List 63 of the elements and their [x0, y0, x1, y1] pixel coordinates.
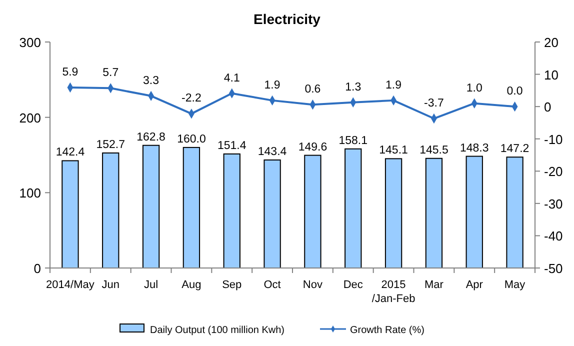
y2-tick-label: 0 — [544, 100, 552, 115]
data-label: 0.6 — [304, 84, 321, 96]
data-label: 4.1 — [224, 72, 240, 84]
legend-label: Daily Output (100 million Kwh) — [150, 325, 284, 336]
data-label: 145.1 — [379, 144, 408, 157]
data-label: 3.3 — [143, 74, 160, 87]
y-tick-label: 300 — [19, 35, 41, 50]
data-label: 143.4 — [258, 146, 288, 158]
data-label: 0.0 — [506, 86, 523, 98]
x-tick-label: Dec — [343, 279, 364, 291]
data-label: 5.9 — [62, 66, 78, 79]
x-tick-label: Mar — [424, 279, 444, 291]
bar — [344, 148, 362, 268]
x-tick-label: Aug — [182, 279, 202, 291]
y2-tick-label: -10 — [544, 132, 563, 147]
bar — [425, 158, 443, 268]
bar — [182, 146, 200, 268]
x-tick-label: Jun — [102, 279, 120, 291]
bar — [223, 153, 240, 268]
data-label: 149.6 — [298, 141, 328, 154]
data-label: 148.3 — [460, 142, 489, 154]
x-tick-label: Apr — [466, 279, 484, 291]
y2-tick-label: -30 — [544, 196, 563, 212]
data-label: 1.3 — [345, 81, 362, 94]
data-label: 162.8 — [136, 131, 166, 144]
data-label: 1.9 — [264, 79, 280, 92]
bar — [466, 156, 483, 268]
data-label: 142.4 — [56, 146, 86, 159]
x-tick-label: Jul — [144, 279, 158, 291]
data-label: 1.9 — [386, 79, 402, 92]
data-label: -2.2 — [182, 92, 202, 105]
y2-tick-label: -20 — [544, 164, 563, 180]
x-tick-label: May — [504, 279, 526, 291]
data-label: 5.7 — [102, 67, 119, 80]
y-tick-label: 200 — [19, 110, 41, 126]
y2-tick-label: -40 — [544, 228, 563, 244]
y-tick-label: 0 — [34, 261, 41, 276]
data-label: 145.5 — [420, 144, 448, 156]
bar — [506, 156, 524, 268]
data-label: 160.0 — [177, 133, 206, 146]
data-label: 147.2 — [500, 143, 530, 156]
x-tick-label: Nov — [302, 279, 323, 291]
data-label: -3.7 — [424, 98, 444, 110]
bar — [102, 152, 120, 268]
x-tick-label: Sep — [222, 279, 242, 291]
x-tick-label: Oct — [264, 279, 281, 291]
data-label: 151.4 — [217, 140, 247, 152]
data-label: 152.7 — [96, 138, 126, 151]
chart-title: Electricity — [254, 11, 321, 27]
y2-tick-label: 20 — [544, 35, 558, 50]
data-label: 1.0 — [466, 82, 482, 94]
y2-tick-label: 10 — [544, 67, 558, 82]
y2-tick-label: -50 — [544, 261, 563, 276]
bar — [142, 144, 160, 268]
bar — [304, 154, 322, 268]
bar — [62, 160, 79, 268]
data-label: 158.1 — [338, 134, 368, 147]
y-tick-label: 100 — [19, 186, 41, 201]
bar — [384, 158, 402, 268]
bar — [264, 159, 281, 268]
x-tick-label: 2014/May — [46, 279, 95, 291]
x-tick-label: 2015 /Jan-Feb — [372, 279, 416, 305]
legend-label: Growth Rate (%) — [350, 325, 424, 336]
